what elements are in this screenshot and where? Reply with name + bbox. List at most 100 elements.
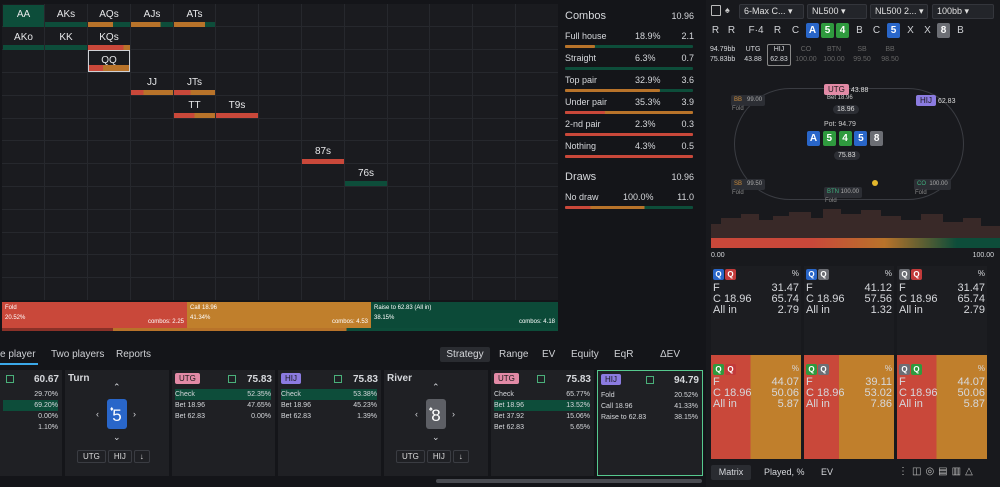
matrix-cell-aks[interactable]: AKs bbox=[45, 5, 87, 27]
matrix-cell-tt[interactable]: TT bbox=[174, 96, 215, 118]
action-raise-2[interactable]: R bbox=[727, 25, 736, 36]
matrix-cell-jj[interactable]: JJ bbox=[131, 73, 173, 95]
tab-single-player[interactable]: e player bbox=[0, 349, 36, 360]
seat-hij[interactable]: HIJ 62.83 bbox=[916, 95, 955, 107]
stack-bb[interactable]: BB 98.50 bbox=[881, 46, 899, 63]
ruleset-dropdown[interactable]: NL500 2... ▾ bbox=[870, 4, 928, 19]
stack-depth-dropdown[interactable]: 100bb ▾ bbox=[932, 4, 994, 19]
card-left-chevron-icon[interactable]: ‹ bbox=[96, 409, 99, 419]
tab-played[interactable]: Played, % bbox=[764, 467, 805, 477]
raise-segment[interactable]: Raise to 62.83 (All in) 38.15% combos: 4.1… bbox=[371, 302, 558, 328]
card-up-chevron-icon[interactable]: ⌃ bbox=[432, 382, 440, 392]
seat-bb[interactable]: BB 99.00 bbox=[731, 95, 766, 106]
river-utg-button[interactable]: UTG bbox=[396, 450, 425, 463]
turn-card[interactable]: ♦ 5 bbox=[107, 399, 127, 429]
play-icon[interactable] bbox=[228, 375, 236, 383]
tab-ev[interactable]: EV bbox=[821, 467, 834, 477]
node-card-utg-turn[interactable]: UTG 75.83 Check 52.35% Bet 18.96 47.65% Be… bbox=[172, 370, 275, 476]
matrix-cell-t9s[interactable]: T9s bbox=[216, 96, 258, 118]
draw-row-no-draw[interactable]: No draw 100.0% 11.0 bbox=[565, 189, 694, 211]
action-call-1[interactable]: C bbox=[791, 25, 800, 36]
river-card[interactable]: ♠ 8 bbox=[426, 399, 446, 429]
fold-segment[interactable]: Fold 20.52% combos: 2.25 bbox=[2, 302, 187, 328]
action-call-2[interactable]: C bbox=[872, 25, 881, 36]
tab-reports[interactable]: Reports bbox=[116, 349, 152, 360]
node-card-hij-turn[interactable]: HIJ 75.83 Check 53.38% Bet 18.96 45.23% Be… bbox=[278, 370, 381, 476]
stack-utg[interactable]: UTG 43.88 bbox=[744, 46, 762, 63]
action-bet-2[interactable]: B bbox=[957, 25, 964, 36]
combo-row-full-house[interactable]: Full house 18.9% 2.1 bbox=[565, 28, 694, 50]
flop-card-5[interactable]: 5 bbox=[821, 23, 834, 38]
range-matrix[interactable]: AA AKs AQs AJs ATs AKo KK KQs QQ JJ JTs … bbox=[2, 4, 558, 300]
action-check-1[interactable]: X bbox=[907, 25, 914, 36]
view-range[interactable]: Range bbox=[499, 349, 529, 360]
matrix-cell-ako[interactable]: AKo bbox=[3, 28, 44, 50]
card-right-chevron-icon[interactable]: › bbox=[133, 409, 136, 419]
card-right-chevron-icon[interactable]: › bbox=[452, 409, 455, 419]
river-card-8[interactable]: 8 bbox=[937, 23, 950, 38]
play-icon[interactable] bbox=[646, 376, 654, 384]
card-down-chevron-icon[interactable]: ⌄ bbox=[432, 432, 440, 442]
tab-matrix[interactable]: Matrix bbox=[711, 465, 751, 480]
action-bet-1[interactable]: B bbox=[856, 25, 863, 36]
game-type-dropdown[interactable]: 6-Max C... ▾ bbox=[739, 4, 804, 19]
stack-hij[interactable]: HIJ 62.83 bbox=[767, 44, 791, 66]
play-icon[interactable] bbox=[6, 375, 14, 383]
tab-two-players[interactable]: Two players bbox=[51, 349, 105, 360]
stakes-dropdown[interactable]: NL500 ▾ bbox=[807, 4, 867, 19]
combo-row-under-pair[interactable]: Under pair 35.3% 3.9 bbox=[565, 94, 694, 116]
horizontal-scrollbar[interactable] bbox=[436, 479, 702, 483]
matrix-cell-ajs[interactable]: AJs bbox=[131, 5, 173, 27]
river-hij-button[interactable]: HIJ bbox=[426, 450, 451, 463]
card-left-chevron-icon[interactable]: ‹ bbox=[415, 409, 418, 419]
seat-btn[interactable]: BTN 100.00 bbox=[824, 187, 863, 198]
matrix-cell-87s[interactable]: 87s bbox=[302, 142, 344, 164]
action-raise-3[interactable]: R bbox=[773, 25, 782, 36]
play-icon[interactable] bbox=[537, 375, 545, 383]
flop-card-4[interactable]: 4 bbox=[836, 23, 849, 38]
stack-btn[interactable]: BTN 100.00 bbox=[823, 46, 845, 63]
matrix-cell-76s[interactable]: 76s bbox=[345, 164, 387, 186]
equity-distribution-chart[interactable] bbox=[711, 206, 1000, 248]
call-segment[interactable]: Call 18.96 41.34% combos: 4.53 bbox=[187, 302, 371, 328]
view-delta-ev[interactable]: ΔEV bbox=[660, 349, 681, 360]
flop-card-a[interactable]: A bbox=[806, 23, 819, 38]
stack-sb[interactable]: SB 99.50 bbox=[853, 46, 871, 63]
action-check-2[interactable]: X bbox=[924, 25, 931, 36]
seat-co[interactable]: CO 100.00 bbox=[914, 179, 951, 190]
matrix-cell-jts[interactable]: JTs bbox=[174, 73, 215, 95]
matrix-cell-kk[interactable]: KK bbox=[45, 28, 87, 50]
combo-row-2nd-pair[interactable]: 2-nd pair 2.3% 0.3 bbox=[565, 116, 694, 138]
matrix-cell-aqs[interactable]: AQs bbox=[88, 5, 130, 27]
seat-utg[interactable]: UTG 43.88 bbox=[824, 84, 868, 95]
combo-row-top-pair[interactable]: Top pair 32.9% 3.6 bbox=[565, 72, 694, 94]
combo-row-nothing[interactable]: Nothing 4.3% 0.5 bbox=[565, 138, 694, 160]
play-icon[interactable] bbox=[334, 375, 342, 383]
view-options-icons[interactable]: ⋮◫◎▤▥△ bbox=[898, 466, 977, 477]
view-equity[interactable]: Equity bbox=[571, 349, 599, 360]
turn-hij-button[interactable]: HIJ bbox=[107, 450, 132, 463]
card-up-chevron-icon[interactable]: ⌃ bbox=[113, 382, 121, 392]
matrix-cell-qq[interactable]: QQ bbox=[88, 50, 130, 72]
cards-icon[interactable]: ♠ bbox=[725, 5, 730, 15]
matrix-cell-aa[interactable]: AA bbox=[3, 5, 44, 27]
action-raise-1[interactable]: R bbox=[711, 25, 720, 36]
view-ev[interactable]: EV bbox=[542, 349, 556, 360]
turn-card-5[interactable]: 5 bbox=[887, 23, 900, 38]
download-icon[interactable]: ↓ bbox=[133, 450, 150, 463]
node-card-partial[interactable]: 60.67 29.70% 69.20% 0.00% 1.10% bbox=[0, 370, 62, 476]
matrix-cell-kqs[interactable]: KQs bbox=[88, 28, 130, 50]
download-icon[interactable]: ↓ bbox=[452, 450, 469, 463]
action-fold-4[interactable]: F·4 bbox=[748, 25, 764, 36]
stack-co[interactable]: CO 100.00 bbox=[795, 46, 817, 63]
node-card-utg-river[interactable]: UTG 75.83 Check 65.77% Bet 18.96 13.52% Be… bbox=[491, 370, 594, 476]
matrix-cell-ats[interactable]: ATs bbox=[174, 5, 215, 27]
turn-utg-button[interactable]: UTG bbox=[77, 450, 106, 463]
seat-sb[interactable]: SB 99.50 bbox=[731, 179, 766, 190]
notes-icon[interactable] bbox=[711, 5, 721, 16]
combo-row-straight[interactable]: Straight 6.3% 0.7 bbox=[565, 50, 694, 72]
view-strategy[interactable]: Strategy bbox=[440, 347, 490, 362]
card-down-chevron-icon[interactable]: ⌄ bbox=[113, 432, 121, 442]
